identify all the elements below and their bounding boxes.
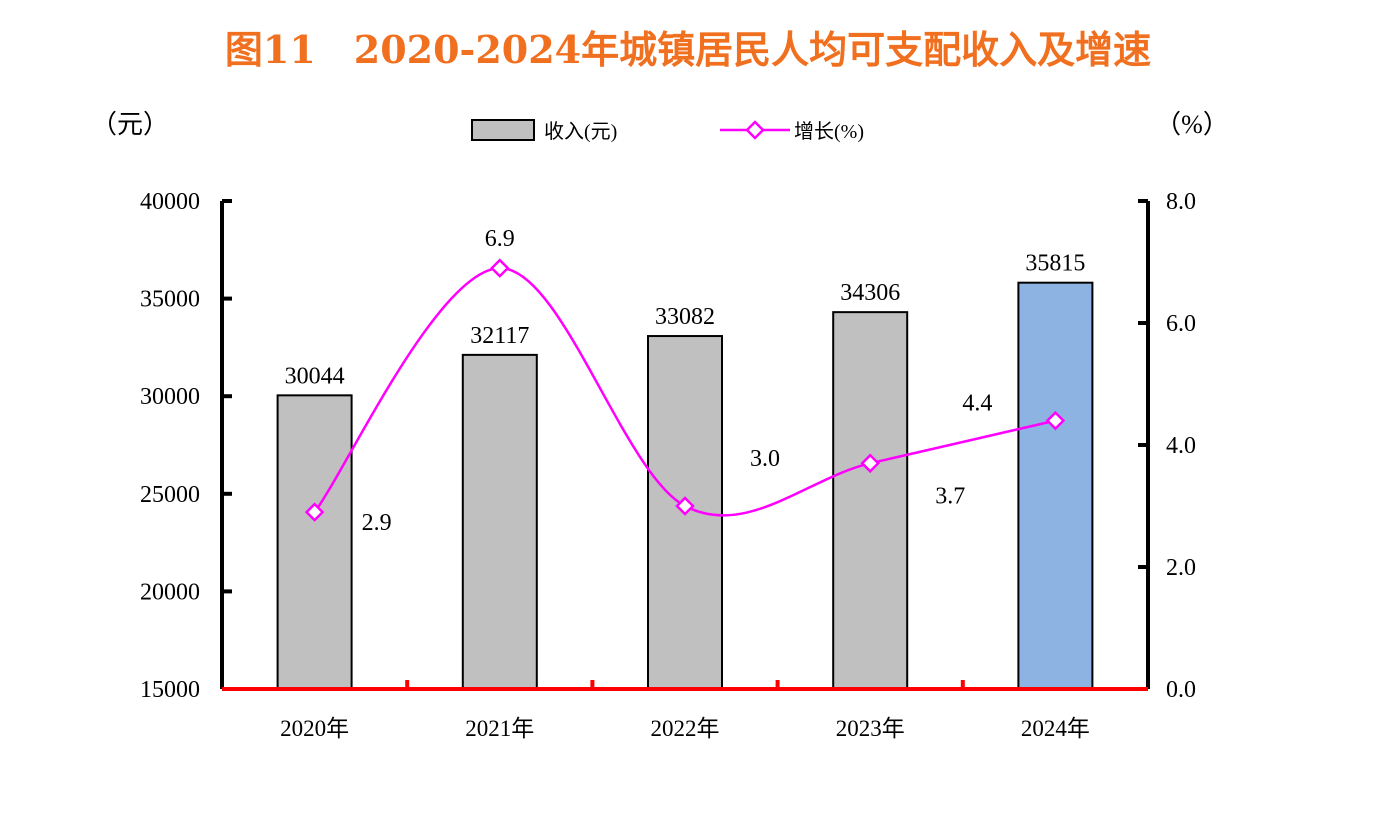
right-tick-label-1: 2.0 — [1166, 555, 1196, 581]
growth-value-label-1: 6.9 — [485, 226, 515, 252]
growth-value-label-3: 3.7 — [935, 483, 965, 509]
growth-point-2 — [675, 496, 695, 516]
bar-3 — [832, 311, 909, 690]
category-label-3: 2023年 — [836, 716, 905, 741]
growth-point-1 — [490, 258, 510, 278]
chart-title: 图11 2020-2024年城镇居民人均可支配收入及增速 — [225, 27, 1151, 72]
left-tick-label-2: 25000 — [140, 482, 200, 508]
left-tick-label-0: 15000 — [140, 677, 200, 703]
right-tick-label-0: 0.0 — [1166, 677, 1196, 703]
legend-marker-icon — [745, 120, 765, 140]
legend-line-label: 增长(%) — [794, 120, 864, 143]
right-tick-label-2: 4.0 — [1166, 433, 1196, 459]
left-tick-label-5: 40000 — [140, 189, 200, 215]
growth-point-0 — [304, 502, 325, 522]
category-label-2: 2022年 — [651, 716, 720, 741]
growth-point-3 — [860, 453, 880, 474]
growth-point-4 — [1045, 410, 1066, 431]
bar-value-label-4: 35815 — [1025, 251, 1085, 277]
left-axis-unit: （元） — [91, 110, 169, 139]
legend-bar-label: 收入(元) — [544, 120, 617, 143]
left-tick-label-3: 30000 — [140, 384, 200, 410]
growth-line — [313, 266, 1056, 517]
bar-value-label-1: 32117 — [470, 323, 529, 349]
bar-1 — [461, 353, 538, 690]
category-label-4: 2024年 — [1021, 716, 1090, 741]
category-label-1: 2021年 — [465, 716, 534, 741]
bar-value-label-3: 34306 — [840, 280, 900, 306]
right-axis-unit: （%） — [1155, 110, 1229, 139]
growth-value-label-2: 3.0 — [750, 446, 780, 472]
plot-area: 30044 32117 33082 34306 35815 15000 20000 25000… — [140, 189, 1196, 741]
growth-value-label-0: 2.9 — [362, 510, 392, 536]
right-tick-label-3: 6.0 — [1166, 311, 1196, 337]
legend-bar-swatch — [471, 119, 535, 141]
left-tick-label-4: 35000 — [140, 287, 200, 313]
right-tick-label-4: 8.0 — [1166, 189, 1196, 215]
bar-4 — [1017, 281, 1094, 690]
bar-value-label-2: 33082 — [655, 304, 715, 330]
growth-value-label-4: 4.4 — [962, 391, 992, 417]
category-label-0: 2020年 — [280, 716, 349, 741]
left-tick-label-1: 20000 — [140, 579, 200, 605]
legend: 收入(元) 增长(%) — [471, 119, 864, 143]
bar-0 — [276, 394, 353, 690]
bar-value-label-0: 30044 — [285, 363, 345, 389]
